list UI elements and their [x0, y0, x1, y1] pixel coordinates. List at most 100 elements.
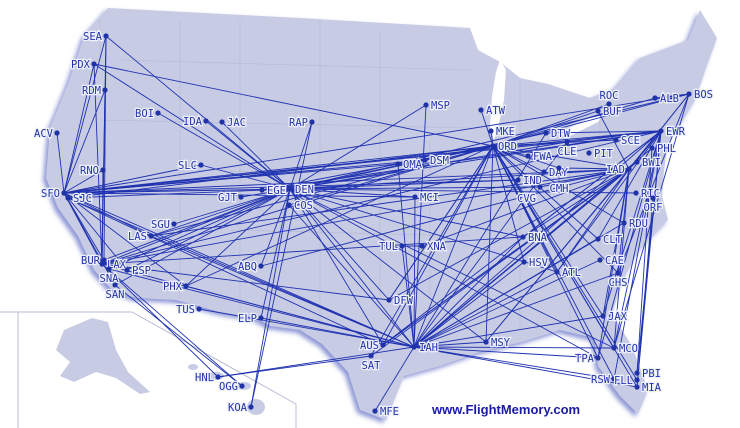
airport-dot[interactable]: [649, 145, 655, 151]
airport-dot[interactable]: [411, 344, 417, 350]
airport-dot[interactable]: [686, 91, 692, 97]
airport-bna[interactable]: BNA: [520, 231, 549, 245]
airport-iad[interactable]: IAD: [605, 163, 632, 177]
airport-dot[interactable]: [634, 370, 640, 376]
airport-mfe[interactable]: MFE: [372, 405, 400, 419]
airport-dot[interactable]: [61, 190, 67, 196]
airport-dot[interactable]: [196, 306, 202, 312]
airport-dot[interactable]: [112, 282, 118, 288]
airport-den[interactable]: DEN: [287, 183, 315, 197]
airport-dot[interactable]: [515, 177, 521, 183]
airport-fwa[interactable]: FWA: [525, 150, 554, 164]
airport-fll[interactable]: FLL: [613, 374, 640, 388]
airport-slc[interactable]: SLC: [177, 159, 204, 173]
airport-phl[interactable]: PHL: [649, 142, 677, 156]
airport-dot[interactable]: [490, 143, 496, 149]
airport-abq[interactable]: ABQ: [237, 260, 264, 274]
airport-dot[interactable]: [564, 139, 570, 145]
airport-dot[interactable]: [613, 137, 619, 143]
airport-dot[interactable]: [148, 233, 154, 239]
airport-mke[interactable]: MKE: [488, 125, 516, 139]
airport-xna[interactable]: XNA: [419, 240, 448, 254]
airport-jac[interactable]: JAC: [219, 116, 247, 130]
airport-sat[interactable]: SAT: [360, 353, 382, 373]
airport-mco[interactable]: MCO: [611, 342, 639, 356]
airport-bos[interactable]: BOS: [686, 88, 714, 102]
airport-dot[interactable]: [615, 270, 621, 276]
airport-dot[interactable]: [634, 159, 640, 165]
airport-dot[interactable]: [219, 119, 225, 125]
airport-acv[interactable]: ACV: [33, 127, 60, 141]
airport-dot[interactable]: [537, 184, 543, 190]
airport-hnl[interactable]: HNL: [194, 371, 221, 385]
airport-rno[interactable]: RNO: [79, 164, 106, 178]
airport-chs[interactable]: CHS: [607, 270, 629, 290]
airport-psp[interactable]: PSP: [124, 264, 152, 278]
airport-clt[interactable]: CLT: [595, 233, 624, 247]
airport-dot[interactable]: [215, 374, 221, 380]
airport-mci[interactable]: MCI: [412, 191, 440, 205]
airport-dot[interactable]: [248, 404, 254, 410]
airport-dot[interactable]: [541, 169, 547, 175]
airport-dot[interactable]: [483, 339, 489, 345]
airport-dot[interactable]: [99, 261, 105, 267]
airport-ord[interactable]: ORD: [490, 140, 518, 154]
airport-dot[interactable]: [54, 130, 60, 136]
airport-pdx[interactable]: PDX: [70, 58, 97, 72]
airport-oma[interactable]: OMA: [395, 158, 424, 172]
airport-dot[interactable]: [155, 110, 161, 116]
airport-ege[interactable]: EGE: [259, 184, 287, 198]
airport-mia[interactable]: MIA: [634, 381, 663, 395]
airport-dot[interactable]: [100, 167, 106, 173]
airport-dot[interactable]: [423, 102, 429, 108]
airport-dot[interactable]: [203, 118, 209, 124]
airport-dot[interactable]: [106, 266, 112, 272]
airport-dot[interactable]: [419, 243, 425, 249]
airport-tul[interactable]: TUL: [378, 240, 405, 254]
airport-rap[interactable]: RAP: [288, 116, 315, 130]
airport-dot[interactable]: [103, 33, 109, 39]
airport-rdm[interactable]: RDM: [81, 84, 108, 98]
airport-elp[interactable]: ELP: [237, 312, 264, 326]
airport-dsm[interactable]: DSM: [422, 154, 450, 168]
airport-dot[interactable]: [386, 297, 392, 303]
airport-dot[interactable]: [520, 234, 526, 240]
airport-cos[interactable]: COS: [286, 199, 314, 213]
airport-sea[interactable]: SEA: [82, 30, 109, 44]
airport-ind[interactable]: IND: [515, 174, 543, 188]
airport-dot[interactable]: [595, 108, 601, 114]
airport-dot[interactable]: [183, 283, 189, 289]
airport-sfo[interactable]: SFO: [40, 187, 67, 201]
airport-dot[interactable]: [658, 128, 664, 134]
airport-dot[interactable]: [102, 87, 108, 93]
airport-sna[interactable]: SNA: [98, 266, 120, 286]
airport-tpa[interactable]: TPA: [574, 352, 601, 366]
airport-cvg[interactable]: CVG: [516, 184, 543, 206]
airport-dot[interactable]: [91, 61, 97, 67]
airport-cae[interactable]: CAE: [597, 254, 625, 268]
airport-dot[interactable]: [543, 130, 549, 136]
airport-jax[interactable]: JAX: [600, 310, 629, 324]
airport-dot[interactable]: [287, 186, 293, 192]
airport-day[interactable]: DAY: [541, 166, 570, 180]
airport-dot[interactable]: [611, 376, 617, 382]
airport-sjc[interactable]: SJC: [65, 192, 93, 206]
airport-dot[interactable]: [171, 221, 177, 227]
airport-dot[interactable]: [633, 190, 639, 196]
airport-dot[interactable]: [380, 342, 386, 348]
airport-tus[interactable]: TUS: [175, 303, 202, 317]
airport-dot[interactable]: [258, 315, 264, 321]
airport-cmh[interactable]: CMH: [548, 165, 570, 196]
airport-pit[interactable]: PIT: [586, 147, 615, 161]
airport-dot[interactable]: [556, 165, 562, 171]
airport-dot[interactable]: [239, 383, 245, 389]
airport-dot[interactable]: [634, 377, 640, 383]
airport-dot[interactable]: [525, 153, 531, 159]
airport-roc[interactable]: ROC: [598, 89, 620, 107]
airport-dot[interactable]: [634, 384, 640, 390]
airport-dot[interactable]: [554, 269, 560, 275]
airport-dot[interactable]: [478, 107, 484, 113]
airport-dot[interactable]: [372, 408, 378, 414]
airport-ogg[interactable]: OGG: [218, 380, 245, 394]
airport-dot[interactable]: [368, 353, 374, 359]
